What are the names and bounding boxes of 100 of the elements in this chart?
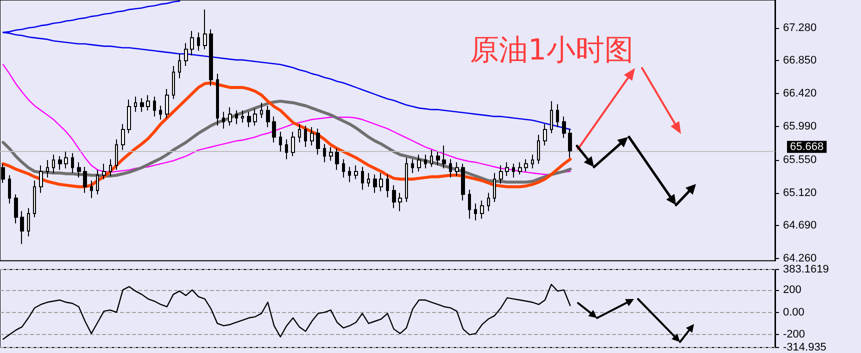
candlestick [512,163,515,178]
candlestick [562,116,566,138]
y-tick-label: -200 [783,328,806,341]
candlestick [568,128,572,158]
candlestick [8,174,11,204]
candlestick [493,172,496,202]
candlestick [115,138,118,170]
candlestick [474,203,477,221]
candlestick [96,169,99,195]
candlestick [77,162,81,178]
candlestick [285,138,288,160]
candlestick [253,108,257,126]
candlestick [505,162,509,177]
candlestick [46,159,49,178]
candlestick [165,88,169,118]
line-series [2,64,571,176]
y-tick-label: 65.120 [783,186,817,199]
candlestick [531,154,534,169]
candlestick [184,42,188,67]
candlestick [373,174,377,194]
candlestick [298,124,301,143]
candlestick [518,162,522,175]
y-tick-label: 66.850 [783,54,817,67]
candlestick [109,158,112,177]
candlestick [216,73,219,126]
candlestick [102,163,106,180]
candlestick [127,99,131,134]
y-tick-label: 65.550 [783,154,817,166]
candlestick [304,125,307,148]
y-tick-label: 64.260 [783,252,817,264]
candlestick [279,131,282,152]
candlestick [405,157,408,202]
candlestick [52,154,55,174]
candlestick [342,158,345,178]
candlestick [153,96,156,117]
candlestick [159,105,162,120]
text: 原油1小时图 [470,32,634,66]
candlestick [550,100,553,134]
y-tick-label: 65.990 [783,120,817,132]
candlestick [487,192,490,212]
candlestick [228,106,232,126]
candlestick [348,166,351,183]
candlestick [140,98,144,112]
candlestick [58,156,62,170]
candlestick [27,208,30,237]
candlestick [247,111,251,128]
candlestick [235,110,238,125]
candlestick [209,28,213,86]
candlestick [310,126,314,146]
candlestick [449,158,452,178]
candlestick [222,111,225,130]
candlestick [430,150,433,168]
candlestick [524,158,528,172]
candlestick [361,166,364,190]
candlestick [190,30,194,56]
line-series [2,81,572,188]
y-tick-label: 200 [783,284,802,296]
candlestick [146,94,150,111]
candlestick [14,194,18,224]
candlestick [197,32,200,52]
candlestick [436,151,440,166]
candlestick [537,134,540,164]
y-tick-label: -314.935 [783,342,826,353]
candlestick [323,143,326,163]
candlestick [71,152,74,174]
candlestick [39,164,43,194]
candlestick [468,189,471,220]
candlestick [392,184,396,209]
candlestick [556,104,559,128]
candlestick [367,172,370,188]
candlestick [335,148,339,170]
y-tick-label: 383.1619 [783,264,829,276]
candlestick [90,180,93,199]
line-series [2,284,571,340]
candlestick [272,116,276,143]
candlestick [461,163,465,201]
y-tick-label: 0.00 [783,306,804,318]
candlestick [379,172,383,192]
candlestick [172,66,175,100]
candlestick [480,200,484,220]
candlestick [386,174,389,198]
candlestick [354,164,358,180]
candlestick [64,151,68,169]
candlestick [203,9,207,50]
candlestick [398,192,402,212]
ref-line-label: 65.668 [790,140,824,153]
candlestick [329,146,333,162]
candlestick [121,124,125,151]
candlestick [134,96,137,112]
candlestick [417,154,421,172]
candlestick [266,105,270,128]
candlestick [260,102,263,118]
candlestick [291,131,295,157]
candlestick [178,53,181,79]
y-tick-label: 66.420 [783,88,817,100]
candlestick [316,128,320,156]
candlestick [455,162,459,177]
candlestick [20,210,24,244]
candlestick [442,144,446,169]
candlestick [543,124,547,146]
